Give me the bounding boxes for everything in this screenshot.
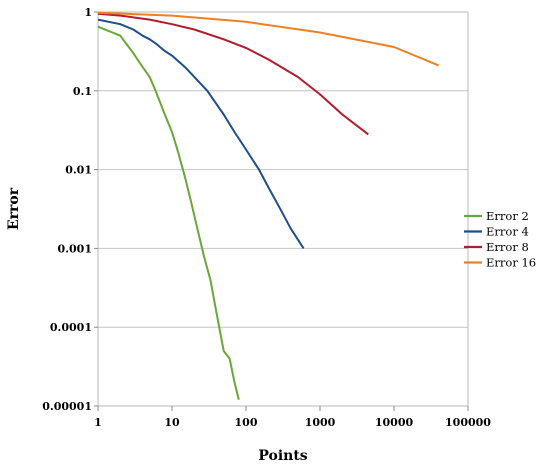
series-line-error-4 — [97, 18, 305, 249]
y-tick-label: 0.0001 — [50, 321, 92, 334]
series-line-error-2 — [97, 25, 240, 401]
series-line-error-8 — [97, 12, 369, 136]
y-tick-label: 0.1 — [73, 85, 92, 98]
legend-label: Error 8 — [486, 240, 529, 254]
legend-label: Error 4 — [486, 225, 529, 239]
series-line-error-16 — [97, 11, 439, 67]
x-tick-label: 1000 — [305, 416, 336, 429]
legend-label: Error 2 — [486, 209, 529, 223]
x-axis-title: Points — [258, 448, 307, 464]
x-tick-label: 100 — [235, 416, 258, 429]
x-tick-label: 10000 — [375, 416, 414, 429]
y-tick-label: 0.001 — [58, 242, 92, 255]
y-tick-label: 1 — [84, 6, 92, 19]
plot-frame — [97, 11, 469, 407]
y-tick-label: 0.00001 — [42, 400, 92, 413]
x-tick-label: 100000 — [445, 416, 491, 429]
x-tick-label: 1 — [94, 416, 102, 429]
y-ticks: 1 0.1 0.01 0.001 0.0001 0.00001 — [42, 6, 98, 413]
legend-label: Error 16 — [486, 256, 536, 270]
gridlines — [98, 11, 468, 407]
series-lines — [97, 11, 439, 401]
y-axis-title: Error — [6, 187, 22, 230]
x-tick-label: 10 — [164, 416, 180, 429]
y-tick-label: 0.01 — [65, 164, 92, 177]
x-ticks: 1 10 100 1000 10000 100000 — [94, 406, 491, 429]
